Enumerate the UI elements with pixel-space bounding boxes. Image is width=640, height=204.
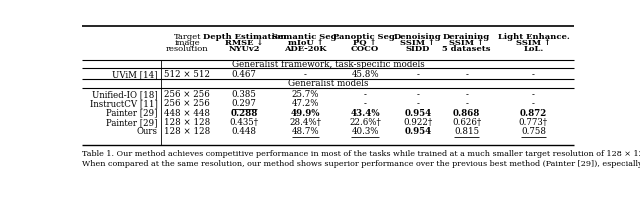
Text: 128 × 128: 128 × 128 bbox=[164, 118, 211, 127]
Text: SIDD: SIDD bbox=[406, 45, 430, 53]
Text: Target: Target bbox=[173, 33, 201, 41]
Text: 0.815: 0.815 bbox=[454, 127, 479, 136]
Text: -: - bbox=[417, 99, 419, 108]
Text: 448 × 448: 448 × 448 bbox=[164, 109, 211, 118]
Text: 0.448: 0.448 bbox=[232, 127, 257, 136]
Text: -: - bbox=[465, 90, 468, 99]
Text: 28.4%†: 28.4%† bbox=[289, 118, 321, 127]
Text: Ours: Ours bbox=[136, 127, 157, 136]
Text: InstructCV [11]: InstructCV [11] bbox=[90, 99, 157, 108]
Text: -: - bbox=[417, 70, 419, 79]
Text: 512 × 512: 512 × 512 bbox=[164, 70, 211, 79]
Text: LoL.: LoL. bbox=[524, 45, 543, 53]
Text: 45.8%: 45.8% bbox=[351, 70, 379, 79]
Text: 0.954: 0.954 bbox=[404, 109, 431, 118]
Text: -: - bbox=[465, 70, 468, 79]
Text: PQ ↑: PQ ↑ bbox=[353, 39, 377, 47]
Text: ADE-20K: ADE-20K bbox=[284, 45, 327, 53]
Text: resolution: resolution bbox=[166, 45, 209, 53]
Text: NYUv2: NYUv2 bbox=[228, 45, 260, 53]
Text: -: - bbox=[364, 90, 367, 99]
Text: 256 × 256: 256 × 256 bbox=[164, 99, 210, 108]
Text: -: - bbox=[532, 70, 535, 79]
Text: 0.872: 0.872 bbox=[520, 109, 547, 118]
Text: -: - bbox=[532, 99, 535, 108]
Text: -: - bbox=[417, 90, 419, 99]
Text: 0.288: 0.288 bbox=[230, 109, 258, 118]
Text: Painter [29]: Painter [29] bbox=[106, 109, 157, 118]
Text: image: image bbox=[175, 39, 200, 47]
Text: SSIM ↑: SSIM ↑ bbox=[449, 39, 484, 47]
Text: Unified-IO [18]: Unified-IO [18] bbox=[92, 90, 157, 99]
Text: Semantic Seg.: Semantic Seg. bbox=[272, 33, 339, 41]
Text: COCO: COCO bbox=[351, 45, 380, 53]
Text: 256 × 256: 256 × 256 bbox=[164, 90, 210, 99]
Text: 47.2%: 47.2% bbox=[292, 99, 319, 108]
Text: 0.773†: 0.773† bbox=[519, 118, 548, 127]
Text: SSIM ↑: SSIM ↑ bbox=[401, 39, 435, 47]
Text: 0.626†: 0.626† bbox=[452, 118, 481, 127]
Text: Generalist models: Generalist models bbox=[288, 79, 368, 88]
Text: 0.467: 0.467 bbox=[232, 70, 257, 79]
Text: Depth Estimation: Depth Estimation bbox=[202, 33, 286, 41]
Text: -: - bbox=[304, 70, 307, 79]
Text: -: - bbox=[465, 99, 468, 108]
Text: -: - bbox=[532, 90, 535, 99]
Text: 128 × 128: 128 × 128 bbox=[164, 127, 211, 136]
Text: Generalist framework, task-specific models: Generalist framework, task-specific mode… bbox=[232, 60, 424, 69]
Text: 0.758: 0.758 bbox=[521, 127, 546, 136]
Text: Denoising: Denoising bbox=[394, 33, 442, 41]
Text: Deraining: Deraining bbox=[443, 33, 490, 41]
Text: 0.868: 0.868 bbox=[453, 109, 481, 118]
Text: -: - bbox=[364, 99, 367, 108]
Text: 0.385: 0.385 bbox=[232, 90, 257, 99]
Text: Panoptic Seg.: Panoptic Seg. bbox=[333, 33, 397, 41]
Text: 25.7%: 25.7% bbox=[292, 90, 319, 99]
Text: 0.954: 0.954 bbox=[404, 127, 431, 136]
Text: Light Enhance.: Light Enhance. bbox=[497, 33, 569, 41]
Text: 22.6%†: 22.6%† bbox=[349, 118, 381, 127]
Text: 49.9%: 49.9% bbox=[291, 109, 320, 118]
Text: 5 datasets: 5 datasets bbox=[442, 45, 491, 53]
Text: mIoU ↑: mIoU ↑ bbox=[288, 39, 323, 47]
Text: When compared at the same resolution, our method shows superior performance over: When compared at the same resolution, ou… bbox=[81, 160, 640, 168]
Text: Table 1. Our method achieves competitive performance in most of the tasks while : Table 1. Our method achieves competitive… bbox=[81, 150, 640, 158]
Text: 43.4%: 43.4% bbox=[350, 109, 380, 118]
Text: SSIM ↑: SSIM ↑ bbox=[516, 39, 551, 47]
Text: UViM [14]: UViM [14] bbox=[112, 70, 157, 79]
Text: 0.922†: 0.922† bbox=[403, 118, 433, 127]
Text: 48.7%: 48.7% bbox=[292, 127, 319, 136]
Text: Painter [29]: Painter [29] bbox=[106, 118, 157, 127]
Text: 0.297: 0.297 bbox=[232, 99, 257, 108]
Text: RMSE ↓: RMSE ↓ bbox=[225, 39, 264, 47]
Text: 0.435†: 0.435† bbox=[230, 118, 259, 127]
Text: 40.3%: 40.3% bbox=[351, 127, 379, 136]
